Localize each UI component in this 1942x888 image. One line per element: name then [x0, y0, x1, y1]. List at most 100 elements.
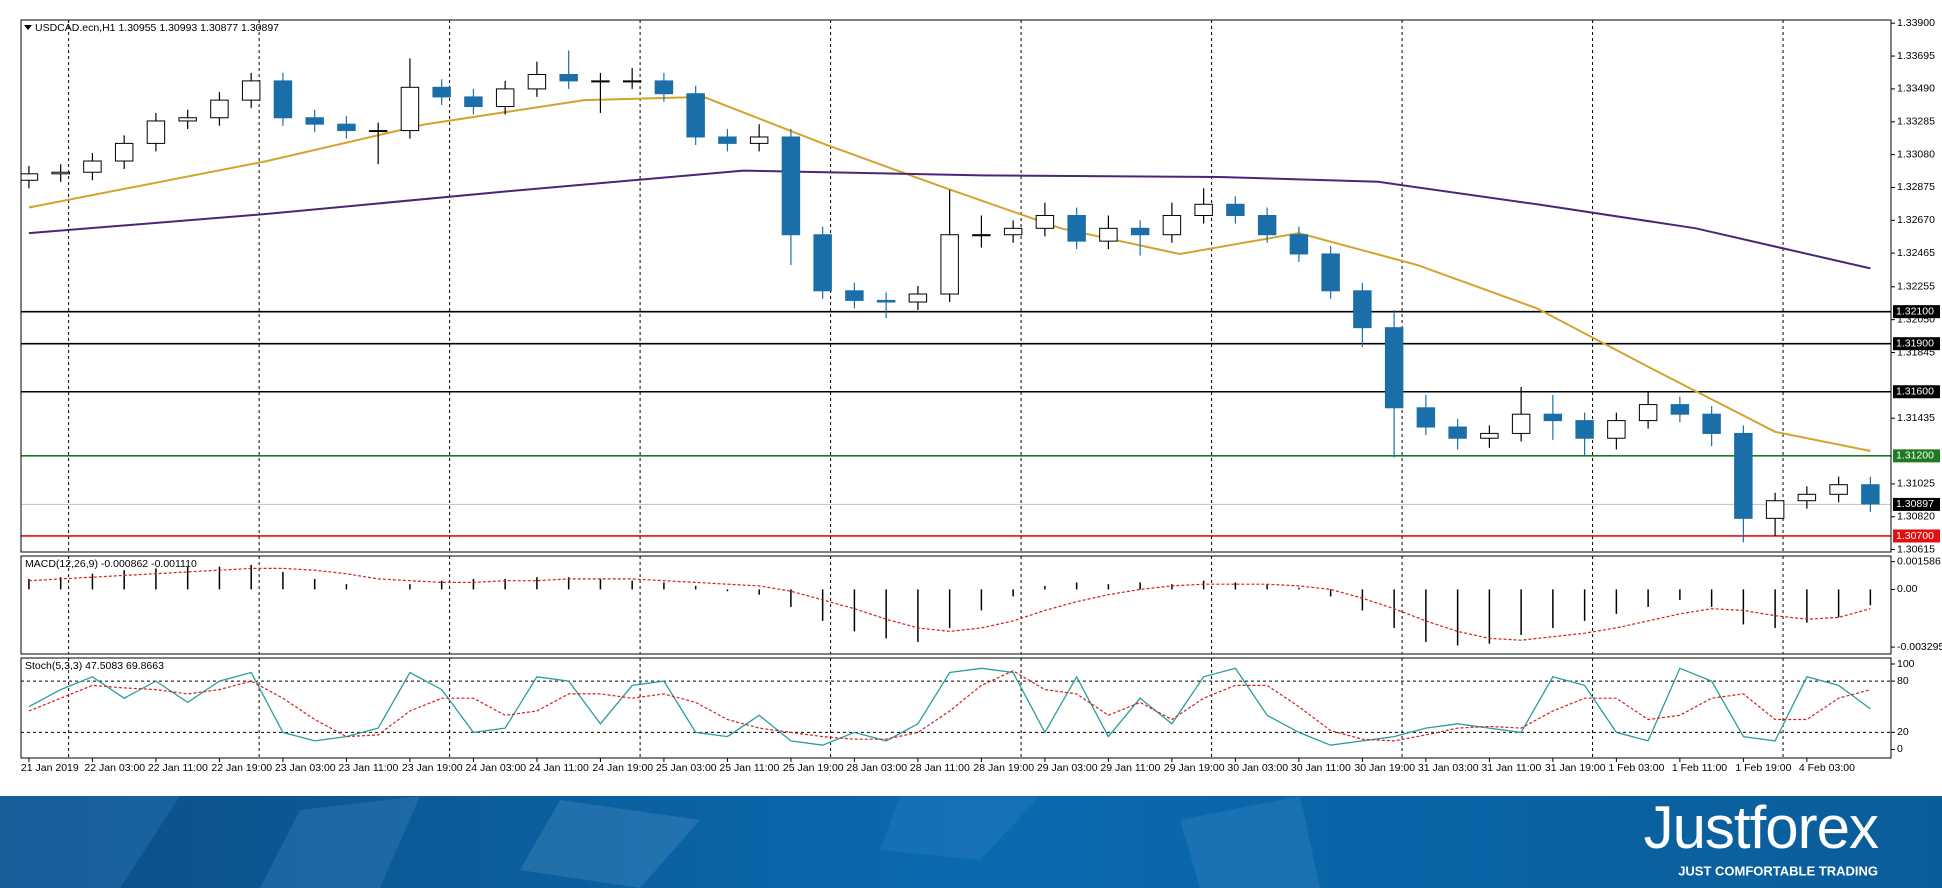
level-label-box	[1893, 305, 1940, 319]
x-tick-label: 29 Jan 03:00	[1037, 762, 1098, 774]
plot-area	[28, 556, 1872, 654]
panel: 0.001586 0.00 -0.003295 MACD(12,26,9) -0.00…	[20, 555, 1942, 655]
candle-body	[781, 136, 801, 236]
x-tick-label: 1 Feb 03:00	[1608, 762, 1664, 774]
x-tick-label: 28 Jan 03:00	[846, 762, 907, 774]
candle-body	[591, 80, 610, 83]
candle-body	[1130, 227, 1150, 236]
candle-body	[1416, 407, 1436, 428]
candle-body	[1797, 493, 1817, 502]
x-tick-label: 30 Jan 19:00	[1354, 762, 1415, 774]
y-tick-label: 80	[1897, 675, 1909, 687]
x-tick-label: 24 Jan 11:00	[529, 762, 589, 774]
level-label-box	[1893, 337, 1940, 351]
plot-area	[21, 20, 1891, 552]
y-tick-label: -0.003295	[1897, 641, 1942, 653]
brand-tagline: JUST COMFORTABLE TRADING	[1678, 863, 1878, 878]
x-tick-label: 31 Jan 11:00	[1481, 762, 1541, 774]
level-label-box	[1893, 529, 1940, 543]
y-tick-label: 1.32875	[1897, 181, 1935, 193]
candle-body	[940, 234, 959, 295]
candle-body	[368, 130, 388, 133]
level-label: 1.31200	[1896, 450, 1934, 462]
candle-body	[83, 160, 102, 173]
y-tick-label: 20	[1897, 726, 1909, 738]
y-tick-label: 1.33490	[1897, 83, 1935, 95]
candle-body	[1099, 227, 1118, 242]
stoch-k	[28, 667, 1871, 746]
candle-body	[1543, 413, 1563, 422]
candle-body	[749, 136, 769, 144]
candle-body	[527, 73, 547, 90]
x-tick-label: 25 Jan 19:00	[783, 762, 844, 774]
candle-body	[686, 93, 705, 138]
candle-body	[559, 73, 578, 82]
candle-body	[1067, 214, 1086, 242]
current-price-label: 1.30897	[1896, 498, 1934, 510]
candle-body	[1003, 227, 1023, 236]
y-tick-label: 1.32255	[1897, 281, 1935, 293]
menu-arrow	[24, 25, 32, 30]
candle-body	[305, 117, 324, 125]
x-tick-label: 28 Jan 11:00	[910, 762, 970, 774]
candle-body	[1829, 484, 1848, 495]
candle-body	[241, 80, 261, 101]
candle-body	[1638, 404, 1658, 422]
y-tick-label: 0	[1897, 743, 1903, 755]
banner-shape	[880, 796, 1040, 860]
candle-body	[845, 290, 864, 301]
candle-body	[1162, 214, 1182, 236]
candle-body	[178, 117, 197, 122]
banner-shape	[1180, 796, 1320, 888]
candle-body	[1289, 234, 1309, 255]
y-tick-label: 1.33900	[1897, 17, 1935, 29]
candle-body	[1353, 290, 1372, 329]
level-label: 1.30700	[1896, 530, 1934, 542]
y-tick-label: 1.31025	[1897, 478, 1935, 490]
banner-background	[0, 796, 1942, 888]
candle-body	[908, 293, 928, 303]
y-tick-label: 1.32465	[1897, 247, 1935, 259]
x-tick-label: 24 Jan 19:00	[592, 762, 653, 774]
candle-body	[1226, 203, 1245, 216]
stoch-d	[28, 670, 1871, 742]
candle-body	[1511, 413, 1531, 434]
candle-body	[654, 80, 674, 95]
x-tick-label: 4 Feb 03:00	[1799, 762, 1855, 774]
x-tick-label: 31 Jan 19:00	[1545, 762, 1606, 774]
candle-body	[622, 80, 642, 83]
y-tick-label: 1.30820	[1897, 511, 1935, 523]
x-tick-label: 22 Jan 19:00	[211, 762, 272, 774]
candle-body	[1765, 500, 1785, 519]
panel-frame	[20, 555, 1892, 655]
x-tick-label: 30 Jan 11:00	[1291, 762, 1351, 774]
panel-title: Stoch(5,3,3) 47.5083 69.8663	[25, 660, 164, 672]
candle-body	[1607, 420, 1626, 439]
brand-name: Justforex	[1644, 794, 1879, 861]
panel-frame	[20, 657, 1892, 759]
x-tick-label: 30 Jan 03:00	[1227, 762, 1288, 774]
candle-body	[146, 120, 166, 144]
x-tick-label: 31 Jan 03:00	[1418, 762, 1479, 774]
x-tick-label: 29 Jan 11:00	[1100, 762, 1160, 774]
candle-body	[1448, 426, 1467, 439]
candle-body	[21, 173, 39, 181]
candle-body	[464, 96, 483, 108]
x-tick-label: 22 Jan 11:00	[148, 762, 208, 774]
candle-body	[1321, 253, 1340, 292]
y-tick-label: 0.001586	[1897, 555, 1941, 567]
x-tick-label: 23 Jan 03:00	[275, 762, 336, 774]
y-tick-label: 100	[1897, 658, 1915, 670]
y-tick-label: 1.30615	[1897, 543, 1935, 555]
candle-body	[1861, 484, 1880, 505]
moving-average	[28, 169, 1871, 270]
candle-body	[1575, 420, 1594, 439]
x-tick-label: 22 Jan 03:00	[84, 762, 145, 774]
candle-body	[400, 86, 420, 132]
panel: 1.33900 1.33695 1.33490 1.33285 1.33080 1.328…	[20, 17, 1940, 555]
candle-body	[1670, 404, 1690, 415]
x-tick-label: 23 Jan 19:00	[402, 762, 463, 774]
plot-area	[21, 658, 1891, 758]
candle-body	[1702, 413, 1721, 434]
